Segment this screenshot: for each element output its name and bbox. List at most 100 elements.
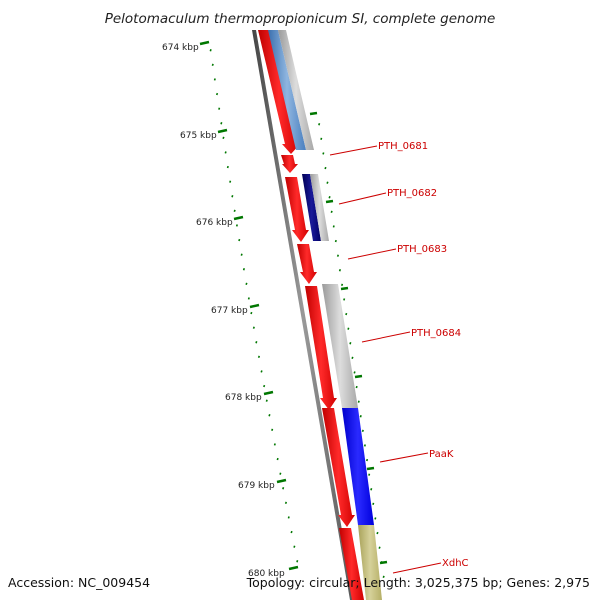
tick-mark	[217, 128, 228, 134]
leader-line	[338, 192, 387, 205]
gene-label-g6[interactable]: XdhC	[442, 558, 469, 569]
scale-ticks: 674 kbp 675 kbp 676 kbp 677 kbp 678 kbp …	[162, 40, 299, 579]
cds-arrow-g4[interactable]	[305, 286, 337, 410]
cds-arrow-g2[interactable]	[285, 177, 309, 242]
track-dot	[209, 49, 212, 52]
track-dot	[332, 225, 335, 228]
track-dot	[231, 195, 234, 198]
accession-text: Accession: NC_009454	[8, 575, 151, 590]
track-dot	[229, 180, 232, 183]
track-dot	[247, 297, 250, 300]
track-dot	[357, 400, 360, 403]
track-dot	[336, 254, 340, 257]
tick-mark	[233, 215, 244, 221]
track-dot	[284, 501, 288, 505]
track-dot	[322, 152, 325, 155]
track-dot	[318, 123, 321, 126]
gene-label-g3[interactable]: PTH_0683	[397, 244, 447, 255]
gene-label-g2[interactable]: PTH_0682	[387, 188, 437, 199]
track-dot	[265, 399, 268, 402]
tick-mark	[249, 303, 260, 309]
outer-tick	[379, 560, 388, 565]
track-dot	[326, 181, 329, 184]
category-track	[268, 30, 382, 600]
category-block-g2-navy	[302, 174, 321, 241]
track-dot	[296, 560, 299, 563]
track-dot	[347, 327, 350, 330]
track-dot	[235, 224, 239, 227]
outer-tick	[325, 199, 334, 204]
tick-label: 680 kbp	[248, 569, 285, 579]
outer-tick	[366, 466, 375, 471]
category-block-g2-gray	[310, 174, 329, 241]
track-dot	[324, 166, 327, 170]
cds-track	[258, 30, 364, 600]
track-dot	[359, 415, 362, 418]
outer-tick	[354, 374, 363, 379]
leader-line	[379, 452, 429, 463]
track-dot	[376, 531, 379, 535]
track-dot	[240, 253, 243, 256]
track-dot	[338, 269, 342, 272]
track-dot	[365, 458, 369, 462]
track-dot	[222, 136, 225, 140]
tick-label: 679 kbp	[238, 481, 275, 491]
cds-arrow-g3[interactable]	[297, 244, 317, 284]
track-dot	[282, 487, 285, 490]
track-dot	[276, 457, 279, 461]
track-dot	[368, 473, 371, 476]
track-dot	[215, 92, 219, 96]
track-dot	[273, 443, 276, 446]
track-dot	[351, 356, 354, 360]
track-dot	[242, 268, 246, 271]
track-dot	[257, 355, 261, 359]
track-dot	[361, 429, 364, 433]
gene-label-g4[interactable]: PTH_0684	[411, 328, 461, 339]
track-dot	[378, 546, 381, 549]
cds-arrow-g1[interactable]	[281, 155, 298, 173]
topology-text: Topology: circular; Length: 3,025,375 bp…	[246, 575, 590, 590]
track-dot	[218, 107, 221, 110]
track-dot	[224, 151, 227, 154]
track-dot	[290, 530, 293, 534]
track-dot	[328, 196, 331, 199]
track-dot	[293, 545, 296, 548]
tick-mark	[263, 390, 274, 396]
track-dot	[213, 78, 216, 81]
cds-arrow-g0[interactable]	[258, 30, 300, 154]
track-dot	[260, 370, 263, 373]
track-dot	[349, 342, 352, 345]
category-block-g4-gray	[322, 284, 358, 408]
track-dot	[374, 517, 377, 520]
outer-tick	[340, 286, 349, 291]
track-dot	[211, 63, 214, 67]
cds-arrow-g6[interactable]	[339, 528, 364, 600]
gene-labels: PTH_0681 PTH_0682 PTH_0683 PTH_0684 PaaK…	[329, 141, 469, 574]
gene-label-g5[interactable]: PaaK	[429, 449, 454, 460]
category-block-g0-blue	[268, 30, 306, 150]
track-dot	[334, 239, 337, 243]
track-dot	[353, 371, 356, 374]
track-dot	[233, 209, 236, 213]
gene-label-g1[interactable]: PTH_0681	[378, 141, 428, 152]
track-dot	[279, 472, 282, 475]
tick-label: 676 kbp	[196, 218, 233, 228]
track-dot	[250, 311, 253, 315]
track-dot	[252, 326, 255, 329]
genome-backbone	[252, 30, 354, 600]
leader-line	[361, 331, 411, 343]
track-dot	[363, 444, 367, 447]
track-dot	[268, 414, 271, 417]
category-block-g5-blue	[342, 408, 374, 525]
tick-label: 674 kbp	[162, 43, 199, 53]
track-dot	[343, 298, 346, 301]
track-dot	[355, 385, 358, 389]
category-block-g0-gray	[278, 30, 314, 150]
dotted-track	[209, 49, 385, 579]
leader-line	[329, 145, 378, 156]
leader-line	[392, 562, 442, 574]
track-dot	[271, 428, 274, 432]
cds-arrow-g5[interactable]	[322, 408, 355, 527]
tick-mark	[199, 40, 210, 46]
tick-label: 675 kbp	[180, 131, 217, 141]
